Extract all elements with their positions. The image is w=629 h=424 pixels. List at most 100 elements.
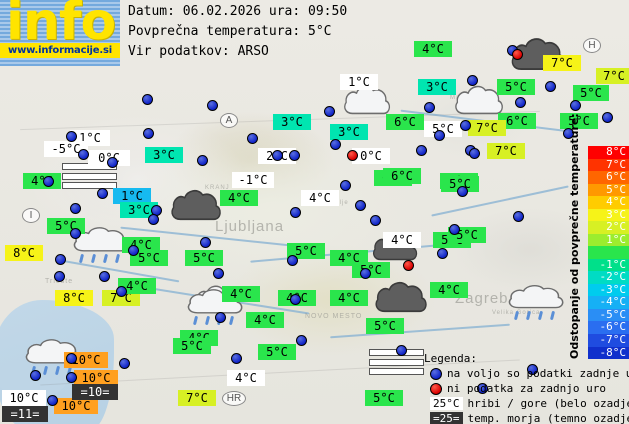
station-dot-available[interactable] xyxy=(355,200,366,211)
station-dot-available[interactable] xyxy=(200,237,211,248)
station-dot-available[interactable] xyxy=(437,248,448,259)
station-dot-available[interactable] xyxy=(602,112,613,123)
scale-band: 2°C xyxy=(588,221,629,234)
temperature-label: 4°C xyxy=(222,286,260,302)
station-dot-available[interactable] xyxy=(143,128,154,139)
station-dot-available[interactable] xyxy=(290,207,301,218)
temperature-label: 3°C xyxy=(120,202,158,218)
temperature-label: 6°C xyxy=(386,114,424,130)
temperature-label: 4°C xyxy=(220,190,258,206)
station-dot-available[interactable] xyxy=(289,150,300,161)
legend-title: Legenda: xyxy=(424,352,477,365)
station-dot-available[interactable] xyxy=(97,188,108,199)
station-dot-available[interactable] xyxy=(207,100,218,111)
station-dot-available[interactable] xyxy=(467,75,478,86)
scale-band: -5°C xyxy=(588,308,629,322)
scale-band: 3°C xyxy=(588,208,629,222)
informacije-logo[interactable]: info www.informacije.si xyxy=(0,0,120,66)
station-dot-available[interactable] xyxy=(197,155,208,166)
station-dot-available[interactable] xyxy=(30,370,41,381)
station-dot-available[interactable] xyxy=(324,106,335,117)
station-dot-available[interactable] xyxy=(416,145,427,156)
station-dot-available[interactable] xyxy=(513,211,524,222)
country-code-i: I xyxy=(22,208,40,223)
station-dot-available[interactable] xyxy=(477,383,488,394)
station-dot-available[interactable] xyxy=(78,149,89,160)
scale-band: 6°C xyxy=(588,171,629,184)
station-dot-missing[interactable] xyxy=(403,260,414,271)
station-dot-available[interactable] xyxy=(66,353,77,364)
station-dot-available[interactable] xyxy=(54,271,65,282)
legend-sea-swatch: =25= xyxy=(430,412,463,424)
station-dot-available[interactable] xyxy=(213,268,224,279)
station-dot-available[interactable] xyxy=(434,130,445,141)
station-dot-available[interactable] xyxy=(128,245,139,256)
temperature-label: 10°C xyxy=(2,390,46,406)
station-dot-available[interactable] xyxy=(290,294,301,305)
station-dot-available[interactable] xyxy=(47,395,58,406)
station-dot-available[interactable] xyxy=(142,94,153,105)
station-dot-available[interactable] xyxy=(396,345,407,356)
station-dot-available[interactable] xyxy=(370,215,381,226)
station-dot-available[interactable] xyxy=(66,131,77,142)
station-dot-available[interactable] xyxy=(215,312,226,323)
station-dot-available[interactable] xyxy=(360,268,371,279)
header-info-block: Datum: 06.02.2026 ura: 09:50 Povprečna t… xyxy=(128,2,347,62)
temperature-label: 7°C xyxy=(487,143,525,159)
station-dot-available[interactable] xyxy=(99,271,110,282)
station-dot-available[interactable] xyxy=(457,186,468,197)
station-dot-available[interactable] xyxy=(527,364,538,375)
blank-striped-label xyxy=(62,163,117,189)
sea-temperature-label: =10= xyxy=(72,384,118,400)
temperature-label: 4°C xyxy=(301,190,339,206)
temperature-label: 5°C xyxy=(287,243,325,259)
temperature-label: 8°C xyxy=(55,290,93,306)
rain-icon xyxy=(505,282,567,324)
station-dot-available[interactable] xyxy=(330,139,341,150)
station-dot-available[interactable] xyxy=(287,255,298,266)
scale-band: -2°C xyxy=(588,271,629,284)
station-dot-available[interactable] xyxy=(340,180,351,191)
station-dot-available[interactable] xyxy=(563,128,574,139)
station-dot-available[interactable] xyxy=(272,150,283,161)
station-dot-missing[interactable] xyxy=(512,49,523,60)
station-dot-available[interactable] xyxy=(469,148,480,159)
temperature-label: 3°C xyxy=(145,147,183,163)
temperature-label: 6°C xyxy=(498,113,536,129)
temperature-label: 4°C xyxy=(414,41,452,57)
legend-row: ni podatka za zadnjo uro xyxy=(430,381,629,396)
station-dot-available[interactable] xyxy=(107,157,118,168)
station-dot-available[interactable] xyxy=(66,372,77,383)
legend-row: 25°C hribi / gore (belo ozadje) xyxy=(430,396,629,411)
station-dot-available[interactable] xyxy=(70,203,81,214)
station-dot-available[interactable] xyxy=(119,358,130,369)
station-dot-available[interactable] xyxy=(449,224,460,235)
station-dot-available[interactable] xyxy=(424,102,435,113)
station-dot-available[interactable] xyxy=(43,176,54,187)
temperature-label: -5°C xyxy=(44,141,88,157)
scale-band: 1°C xyxy=(588,233,629,247)
station-dot-available[interactable] xyxy=(515,97,526,108)
legend-row-text: na voljo so podatki zadnje ure xyxy=(447,367,629,380)
legend-rows: na voljo so podatki zadnje ure ni podatka… xyxy=(424,366,629,424)
temperature-label: 5°C xyxy=(352,262,390,278)
legend-mountain-swatch: 25°C xyxy=(430,397,463,410)
temperature-label: 7°C xyxy=(596,68,629,84)
station-dot-available[interactable] xyxy=(545,81,556,92)
station-dot-available[interactable] xyxy=(55,254,66,265)
station-dot-missing[interactable] xyxy=(347,150,358,161)
station-dot-available[interactable] xyxy=(116,286,127,297)
temperature-label: 5°C xyxy=(258,344,296,360)
station-dot-available[interactable] xyxy=(296,335,307,346)
station-dot-available[interactable] xyxy=(231,353,242,364)
temperature-label: 1°C xyxy=(113,188,151,204)
country-code-a: A xyxy=(220,113,238,128)
station-dot-available[interactable] xyxy=(148,214,159,225)
station-dot-available[interactable] xyxy=(570,100,581,111)
station-dot-available[interactable] xyxy=(70,228,81,239)
station-dot-available[interactable] xyxy=(460,120,471,131)
temperature-label: 5°C xyxy=(497,79,535,95)
temperature-label: 7°C xyxy=(543,55,581,71)
station-dot-available[interactable] xyxy=(247,133,258,144)
